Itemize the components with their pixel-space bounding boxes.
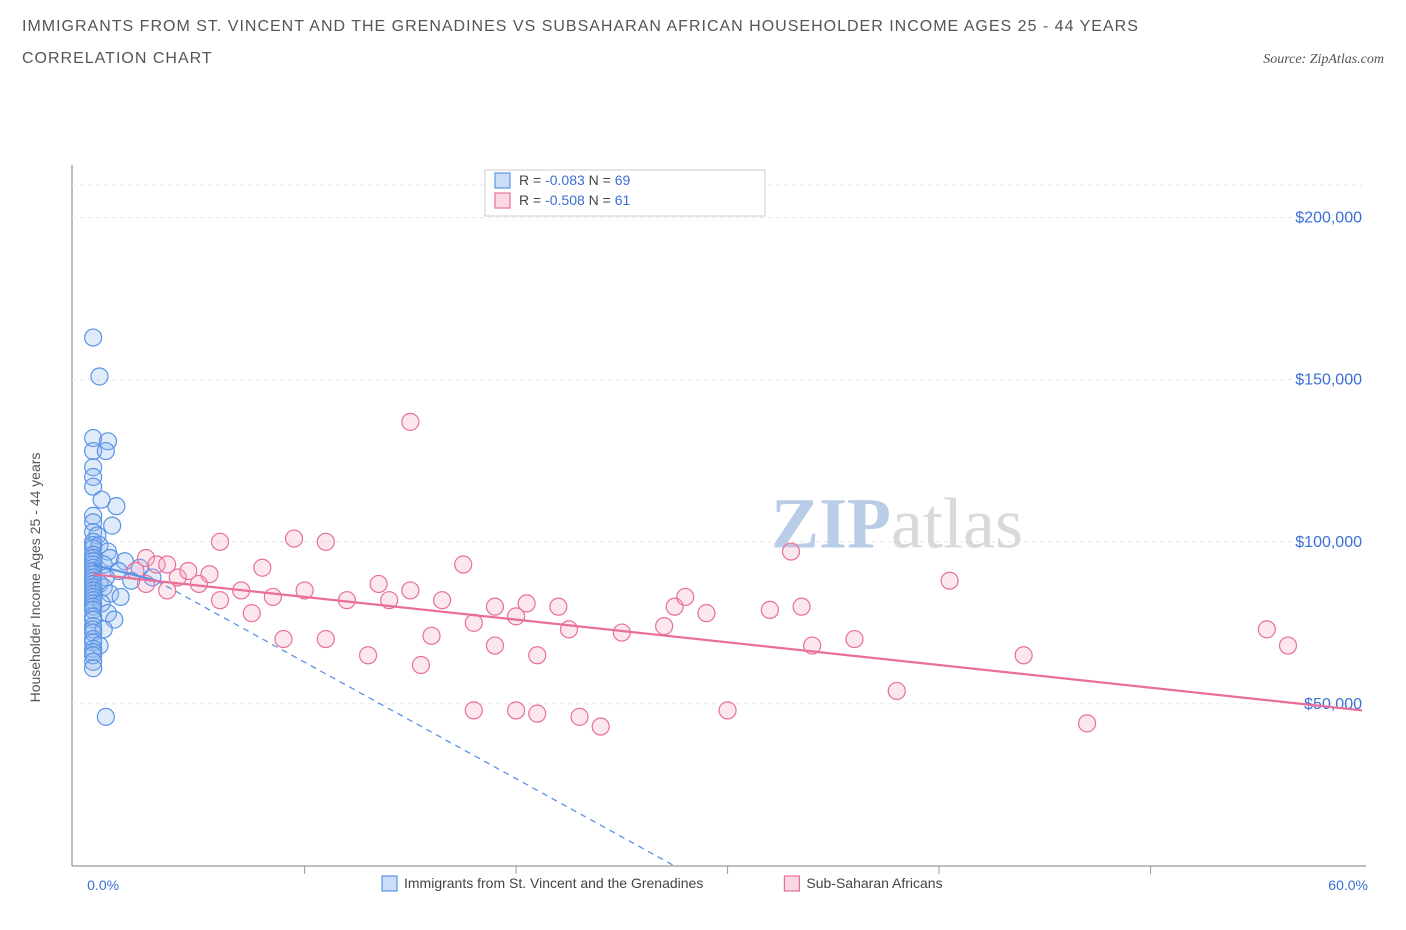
scatter-point xyxy=(97,443,114,460)
scatter-point xyxy=(529,705,546,722)
x-tick-label: 60.0% xyxy=(1328,877,1368,893)
y-axis-title: Householder Income Ages 25 - 44 years xyxy=(27,453,43,703)
scatter-point xyxy=(1079,715,1096,732)
scatter-point xyxy=(455,556,472,573)
scatter-point xyxy=(518,595,535,612)
scatter-point xyxy=(529,647,546,664)
key-row: R = -0.508 N = 61 xyxy=(519,192,631,208)
scatter-point xyxy=(761,601,778,618)
scatter-point xyxy=(793,598,810,615)
chart-svg: $50,000$100,000$150,000$200,000Household… xyxy=(22,74,1384,904)
y-tick-label: $200,000 xyxy=(1295,210,1362,227)
key-swatch xyxy=(495,173,510,188)
scatter-point xyxy=(108,498,125,515)
scatter-point xyxy=(91,368,108,385)
key-row: R = -0.083 N = 69 xyxy=(519,172,631,188)
y-tick-label: $150,000 xyxy=(1295,372,1362,389)
scatter-point xyxy=(97,708,114,725)
legend-label: Sub-Saharan Africans xyxy=(806,875,942,891)
title-line-1: IMMIGRANTS FROM ST. VINCENT AND THE GREN… xyxy=(22,18,1384,36)
scatter-point xyxy=(317,631,334,648)
scatter-point xyxy=(370,575,387,592)
scatter-point xyxy=(698,605,715,622)
scatter-point xyxy=(550,598,567,615)
scatter-point xyxy=(783,543,800,560)
scatter-point xyxy=(275,631,292,648)
legend-swatch xyxy=(382,876,397,891)
series-ssa xyxy=(127,413,1297,735)
title-line-2: CORRELATION CHART xyxy=(22,50,213,68)
scatter-point xyxy=(212,592,229,609)
correlation-scatter-chart: $50,000$100,000$150,000$200,000Household… xyxy=(22,74,1384,909)
legend-label: Immigrants from St. Vincent and the Gren… xyxy=(404,875,703,891)
scatter-point xyxy=(159,582,176,599)
scatter-point xyxy=(560,621,577,638)
scatter-point xyxy=(360,647,377,664)
watermark: ZIPatlas xyxy=(771,484,1023,564)
scatter-point xyxy=(243,605,260,622)
source-attribution: Source: ZipAtlas.com xyxy=(1263,52,1384,68)
y-tick-label: $100,000 xyxy=(1295,534,1362,551)
scatter-point xyxy=(465,702,482,719)
key-swatch xyxy=(495,193,510,208)
scatter-point xyxy=(434,592,451,609)
scatter-point xyxy=(719,702,736,719)
scatter-point xyxy=(264,588,281,605)
scatter-point xyxy=(677,588,694,605)
scatter-point xyxy=(846,631,863,648)
scatter-point xyxy=(888,682,905,699)
scatter-point xyxy=(486,598,503,615)
scatter-point xyxy=(85,660,102,677)
scatter-point xyxy=(402,413,419,430)
scatter-point xyxy=(85,329,102,346)
chart-title: IMMIGRANTS FROM ST. VINCENT AND THE GREN… xyxy=(22,18,1384,68)
scatter-point xyxy=(1279,637,1296,654)
legend-swatch xyxy=(784,876,799,891)
scatter-point xyxy=(941,572,958,589)
scatter-point xyxy=(317,533,334,550)
scatter-point xyxy=(412,657,429,674)
x-tick-label: 0.0% xyxy=(87,877,119,893)
scatter-point xyxy=(486,637,503,654)
scatter-point xyxy=(1258,621,1275,638)
scatter-point xyxy=(1015,647,1032,664)
scatter-point xyxy=(286,530,303,547)
scatter-point xyxy=(112,588,129,605)
scatter-point xyxy=(592,718,609,735)
scatter-point xyxy=(465,614,482,631)
scatter-point xyxy=(508,702,525,719)
scatter-point xyxy=(423,627,440,644)
scatter-point xyxy=(212,533,229,550)
series-svg_imm xyxy=(85,329,161,725)
scatter-point xyxy=(656,618,673,635)
scatter-point xyxy=(104,517,121,534)
scatter-point xyxy=(571,708,588,725)
scatter-point xyxy=(254,559,271,576)
scatter-point xyxy=(402,582,419,599)
scatter-point xyxy=(201,566,218,583)
